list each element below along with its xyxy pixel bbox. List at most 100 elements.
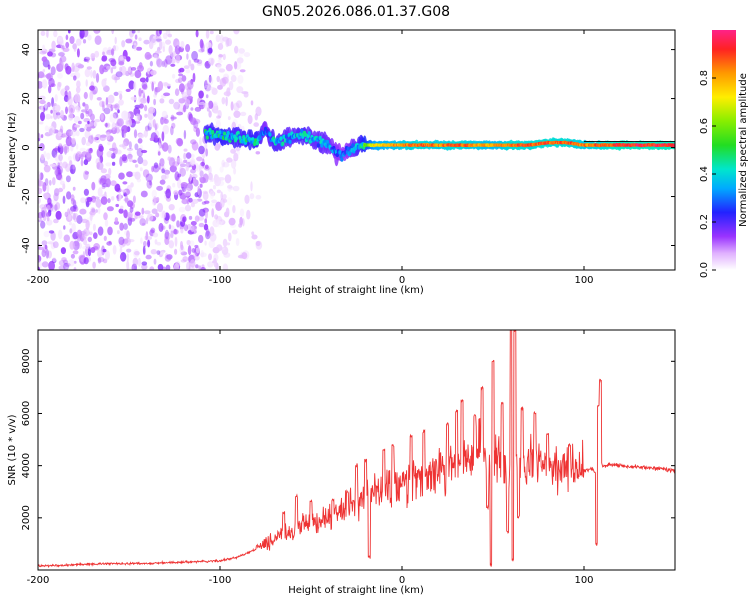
noise-blob [137,156,144,165]
noise-blob [72,212,76,220]
noise-blob [119,254,123,260]
noise-blob [65,163,71,172]
noise-blob [145,76,149,83]
noise-blob [94,30,100,35]
noise-blob [92,198,97,204]
noise-blob [205,209,208,220]
noise-blob [194,244,199,248]
y-tick-label: 6000 [21,401,32,426]
colorbar-tick-label: 0.2 [699,214,710,230]
noise-blob [138,215,144,219]
noise-blob [85,200,90,208]
noise-blob [253,122,259,127]
noise-blob [122,141,127,150]
noise-blob [89,85,95,91]
noise-blob [171,122,176,129]
noise-blob [193,252,197,258]
noise-blob [126,171,134,178]
noise-blob [174,248,178,255]
noise-blob [183,65,190,69]
noise-blob [193,177,196,185]
noise-blob [222,194,227,200]
noise-blob [41,56,48,62]
noise-blob [111,74,119,81]
noise-blob [161,60,165,67]
noise-blob [69,36,75,44]
noise-blob [159,98,165,104]
noise-blob [149,266,155,270]
noise-blob [246,209,251,220]
ridge-core [318,135,322,141]
snr-panel: -200 -100 0 100 2000 4000 6000 8000 Height of … [7,329,676,596]
noise-blob [228,186,234,190]
noise-blob [97,257,102,264]
noise-blob [149,41,154,50]
noise-blob [66,191,72,200]
noise-blob [124,237,131,246]
noise-blob [74,124,80,128]
noise-blob [79,208,87,215]
noise-blob [173,50,176,59]
noise-blob [60,110,64,118]
noise-blob [97,226,104,236]
noise-blob [182,216,187,223]
noise-blob [180,182,188,188]
noise-blob [162,32,168,40]
x-tick-label: -200 [27,575,50,586]
noise-blob [125,38,133,44]
noise-blob [190,158,196,166]
noise-blob [120,251,127,262]
noise-blob [49,163,56,167]
noise-blob [209,86,216,91]
noise-blob [217,59,223,64]
noise-blob [251,231,255,236]
noise-blob [65,41,70,49]
noise-blob [185,44,191,53]
noise-blob [155,50,162,54]
noise-blob [130,182,134,188]
noise-blob [250,181,253,192]
snr-series-line [38,330,675,569]
ridge-core [307,131,311,136]
noise-blob [174,45,181,55]
noise-blob [198,163,202,173]
noise-blob [230,71,236,76]
noise-blob [107,141,111,146]
noise-blob [55,210,62,220]
noise-blob [164,236,170,245]
noise-blob [137,133,145,139]
noise-blob [40,154,45,161]
colorbar-gradient [712,30,736,270]
noise-blob [226,242,231,246]
noise-blob [41,261,49,268]
noise-blob [228,80,234,91]
noise-blob [51,148,58,158]
noise-blob [44,244,48,250]
noise-blob [144,113,148,118]
noise-blob [80,112,85,120]
noise-blob [145,254,152,260]
noise-blob [53,218,59,224]
noise-blob [98,145,104,152]
noise-blob [40,220,46,229]
noise-blob [195,127,200,137]
noise-blob [110,180,117,187]
colorbar-tick-label: 0.4 [699,166,710,182]
noise-blob [45,73,52,79]
noise-blob [55,202,61,210]
ridge-core [211,130,215,135]
noise-blob [247,114,253,125]
noise-blob [206,227,210,237]
noise-blob [118,208,124,214]
noise-blob [126,56,131,62]
noise-blob [99,135,106,142]
noise-blob [139,77,147,83]
noise-blob [189,173,192,182]
noise-blob [75,130,80,137]
noise-blob [103,107,111,115]
noise-blob [173,263,180,270]
noise-blob [70,206,77,212]
noise-blob [38,95,46,101]
noise-blob [162,124,169,135]
noise-blob [202,191,209,201]
